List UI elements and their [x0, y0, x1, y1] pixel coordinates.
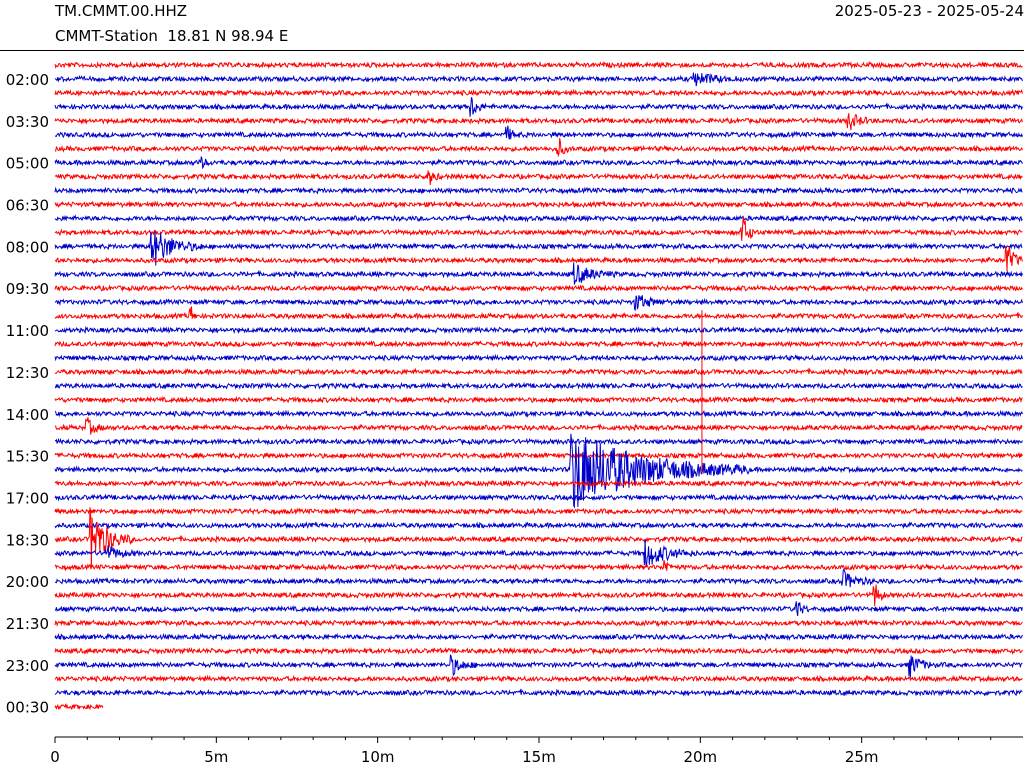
trace-row-10	[54, 200, 1023, 209]
trace-row-24	[54, 395, 1023, 404]
y-tick-label: 18:30	[6, 531, 49, 549]
x-tick-label: 15m	[522, 748, 556, 766]
trace-row-12	[54, 216, 1023, 241]
y-tick-label: 02:00	[6, 71, 49, 89]
trace-row-18	[54, 306, 1023, 321]
trace-row-0	[54, 60, 1023, 70]
trace-row-45	[54, 688, 1023, 697]
trace-row-36	[54, 559, 1023, 572]
trace-row-3	[54, 97, 1023, 117]
trace-row-8	[54, 170, 1023, 186]
trace-row-38	[54, 584, 1023, 607]
y-tick-label: 20:00	[6, 573, 49, 591]
trace-row-32	[54, 507, 1023, 516]
trace-row-40	[54, 618, 1023, 628]
x-tick-label: 10m	[361, 748, 395, 766]
trace-row-33	[54, 521, 1023, 530]
trace-row-28	[54, 451, 1023, 460]
y-tick-label: 14:00	[6, 406, 49, 424]
y-tick-label: 12:30	[6, 364, 49, 382]
trace-row-35	[54, 538, 1023, 567]
trace-row-17	[54, 295, 1023, 311]
trace-row-25	[54, 409, 1023, 418]
trace-row-2	[54, 88, 1023, 98]
station-info: CMMT-Station 18.81 N 98.94 E	[55, 27, 289, 45]
y-tick-label: 15:30	[6, 448, 49, 466]
trace-row-9	[54, 186, 1023, 195]
x-tick-label: 25m	[845, 748, 879, 766]
y-tick-label: 03:30	[6, 113, 49, 131]
y-tick-label: 06:30	[6, 197, 49, 215]
trace-row-23	[54, 381, 1023, 391]
trace-row-11	[54, 214, 1023, 223]
date-range: 2025-05-23 - 2025-05-24	[834, 2, 1024, 20]
trace-row-16	[54, 284, 1023, 293]
y-axis-labels: 02:00 03:30 05:00 06:30 08:00 09:30 11:00 12:30…	[6, 71, 49, 717]
trace-row-22	[54, 367, 1023, 376]
trace-row-42	[54, 646, 1023, 656]
trace-row-4	[54, 113, 1023, 131]
y-tick-label: 11:00	[6, 322, 49, 340]
y-tick-label: 09:30	[6, 280, 49, 298]
y-tick-label: 05:00	[6, 155, 49, 173]
y-tick-label: 21:30	[6, 615, 49, 633]
y-tick-label: 00:30	[6, 699, 49, 717]
trace-row-14	[54, 246, 1023, 272]
trace-row-13	[54, 231, 1023, 266]
y-tick-label: 17:00	[6, 489, 49, 507]
trace-row-27	[54, 437, 1023, 446]
trace-row-21	[54, 353, 1023, 363]
trace-row-39	[54, 601, 1023, 617]
trace-row-20	[54, 339, 1023, 349]
station-code: TM.CMMT.00.HHZ	[55, 2, 188, 20]
trace-row-41	[54, 632, 1023, 641]
header-divider	[0, 50, 1024, 51]
trace-row-15	[54, 262, 1023, 285]
trace-row-1	[54, 72, 1023, 87]
trace-row-31	[54, 493, 1023, 502]
trace-row-26	[54, 417, 1023, 435]
trace-row-5	[54, 125, 1023, 140]
x-axis: 0 5m 10m 15m 20m 25m	[50, 736, 1023, 766]
trace-row-30	[54, 479, 1023, 488]
x-tick-label: 5m	[204, 748, 228, 766]
trace-row-6	[54, 137, 1023, 158]
trace-row-7	[54, 156, 1023, 170]
x-tick-label: 0	[50, 748, 60, 766]
trace-row-46	[54, 703, 104, 711]
trace-row-37	[54, 567, 1023, 588]
trace-row-44	[54, 674, 1023, 683]
trace-row-19	[54, 325, 1023, 335]
trace-row-34	[54, 507, 1023, 569]
x-tick-label: 20m	[683, 748, 717, 766]
trace-group	[54, 60, 1023, 711]
y-tick-label: 23:00	[6, 657, 49, 675]
trace-row-29	[54, 433, 1023, 509]
y-tick-label: 08:00	[6, 238, 49, 256]
trace-row-43	[54, 654, 1023, 678]
